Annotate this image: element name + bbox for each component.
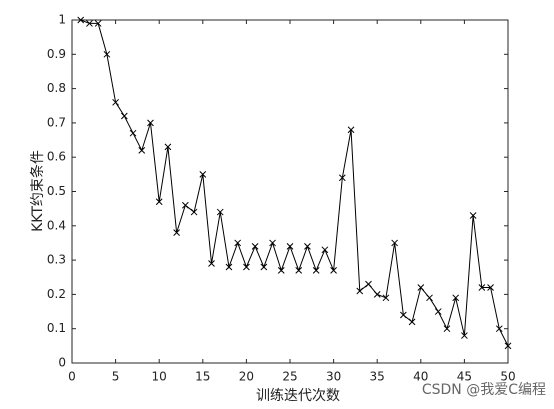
y-tick-label: 0.1 (47, 321, 66, 335)
marker (434, 308, 442, 315)
marker (487, 284, 494, 291)
marker (277, 267, 285, 274)
marker (155, 198, 163, 206)
marker (164, 143, 172, 151)
marker (208, 260, 215, 267)
x-tick-label: 25 (282, 370, 297, 384)
y-tick-label: 0.4 (47, 218, 66, 232)
x-tick-label: 0 (68, 370, 76, 384)
marker (400, 311, 407, 319)
marker (365, 280, 372, 288)
marker (408, 318, 416, 326)
marker (330, 267, 337, 274)
marker (382, 294, 390, 302)
marker (147, 119, 154, 127)
marker (94, 20, 102, 27)
x-tick-label: 35 (370, 370, 385, 384)
marker (243, 263, 250, 271)
y-tick-label: 0.3 (47, 253, 66, 267)
marker (182, 201, 189, 209)
marker (251, 243, 259, 250)
marker (373, 291, 381, 298)
marker (461, 332, 468, 339)
marker (504, 342, 512, 350)
marker (269, 239, 276, 247)
marker (225, 263, 233, 271)
marker (347, 126, 355, 134)
y-tick-label: 0.8 (47, 81, 66, 95)
marker (77, 16, 85, 24)
y-tick-label: 0.7 (47, 115, 66, 129)
marker (443, 325, 451, 333)
marker (199, 170, 207, 178)
marker (426, 294, 433, 302)
marker (495, 325, 503, 333)
marker (417, 284, 425, 291)
x-tick-label: 45 (457, 370, 472, 384)
marker (173, 229, 180, 237)
x-tick-label: 20 (239, 370, 254, 384)
marker (103, 50, 111, 58)
x-tick-label: 5 (112, 370, 120, 384)
marker (469, 212, 477, 219)
x-tick-label: 40 (413, 370, 428, 384)
marker (304, 243, 311, 250)
marker (338, 174, 346, 182)
y-tick-label: 1 (58, 13, 66, 27)
line (80, 19, 509, 347)
watermark: CSDN @我爱C编程 (422, 382, 546, 398)
marker (452, 294, 460, 302)
y-axis-label: KKT约束条件 (29, 150, 46, 232)
y-tick-label: 0 (58, 356, 66, 370)
y-tick-label: 0.2 (47, 287, 66, 301)
marker (234, 239, 242, 247)
x-tick-label: 50 (500, 370, 515, 384)
marker (312, 267, 320, 274)
x-axis-label: 训练迭代次数 (256, 388, 340, 404)
x-tick-label: 30 (326, 370, 341, 384)
x-tick-label: 15 (195, 370, 210, 384)
marker (129, 129, 137, 137)
marker (356, 287, 364, 295)
marker (286, 243, 294, 250)
x-tick-label: 10 (152, 370, 167, 384)
y-tick-label: 0.5 (47, 184, 66, 198)
marker (190, 208, 198, 216)
marker (478, 284, 486, 291)
marker (138, 146, 146, 154)
marker (295, 267, 303, 274)
marker (112, 98, 119, 106)
y-tick-label: 0.6 (47, 150, 66, 164)
marker (260, 263, 268, 271)
marker (86, 20, 93, 27)
marker (216, 208, 224, 216)
marker (321, 246, 329, 254)
marker (120, 112, 128, 120)
marker (391, 239, 398, 247)
y-tick-label: 0.9 (47, 47, 66, 61)
